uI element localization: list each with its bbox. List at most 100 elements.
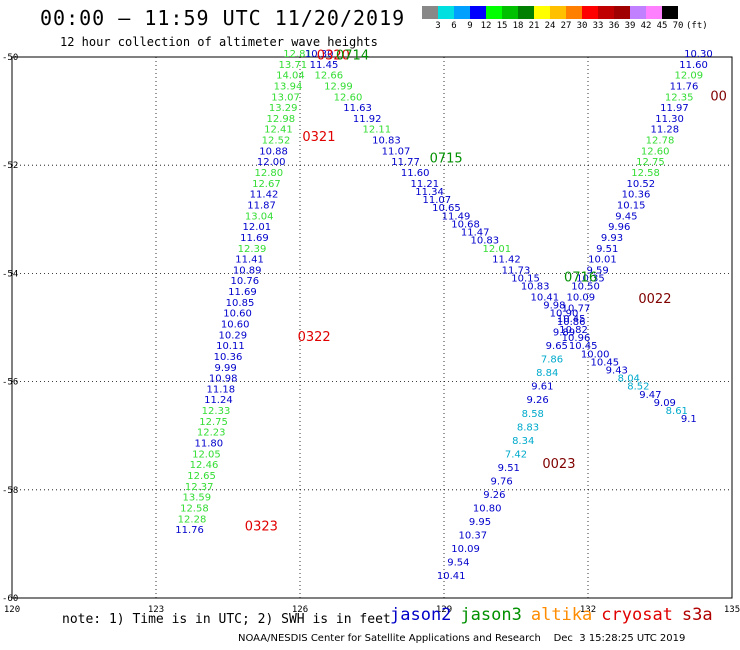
wave-height-value: 11.42	[250, 190, 279, 201]
x-tick-label: 129	[436, 605, 452, 615]
wave-height-value: 10.86	[557, 317, 586, 328]
legend-swatch	[486, 6, 502, 19]
wave-height-value: 10.00	[581, 349, 610, 360]
credit-footer: NOAA/NESDIS Center for Satellite Applica…	[238, 633, 686, 644]
wave-height-value: 11.24	[204, 395, 233, 406]
legend-tick-label: 3	[435, 21, 441, 31]
legend-swatch	[630, 6, 646, 19]
legend-swatch	[454, 6, 470, 19]
y-tick-label: -50	[2, 53, 18, 63]
map-frame	[11, 56, 733, 599]
wave-height-value: 8.04	[618, 374, 640, 385]
wave-height-value: 11.47	[461, 228, 490, 239]
wave-height-value: 10.83	[470, 236, 499, 247]
legend-swatch	[470, 6, 486, 19]
legend-tick-label: 18	[512, 21, 524, 31]
wave-height-value: 12.99	[324, 81, 353, 92]
wave-height-value: 7.42	[505, 449, 527, 460]
legend-swatch	[598, 6, 614, 19]
wave-height-value: 11.69	[228, 287, 257, 298]
legend-tick-label: (ft)	[686, 21, 708, 31]
wave-height-value: 12.35	[665, 92, 694, 103]
wave-height-value: 10.82	[559, 325, 588, 336]
wave-height-value: 10.37	[458, 530, 487, 541]
wave-height-value: 11.73	[502, 265, 531, 276]
y-tick-label: -60	[2, 594, 18, 604]
wave-height-value: 9.51	[596, 244, 618, 255]
wave-height-value: 13.59	[182, 493, 211, 504]
legend-tick-label: 6	[451, 21, 457, 31]
wave-height-value: 11.77	[391, 157, 420, 168]
wave-height-value: 13.71	[278, 60, 307, 71]
legend-swatch	[438, 6, 454, 19]
x-tick-label: 135	[724, 605, 740, 615]
y-tick-label: -58	[2, 486, 18, 496]
y-tick-label: -52	[2, 161, 18, 171]
wave-height-value: 11.30	[655, 114, 684, 125]
wave-height-value: 10.36	[622, 190, 651, 201]
pass-time-label: 0323	[245, 519, 278, 534]
wave-height-value: 9.54	[447, 558, 469, 569]
wave-height-value: 11.21	[410, 179, 439, 190]
pass-time-label: 0023	[542, 457, 575, 472]
wave-height-value: 9.43	[606, 365, 628, 376]
wave-height-value: 12.58	[631, 168, 660, 179]
wave-height-value: 11.34	[415, 187, 444, 198]
wave-height-value: 12.60	[641, 146, 670, 157]
wave-height-value: 10.45	[590, 357, 619, 368]
x-tick-label: 120	[4, 605, 20, 615]
legend-swatch	[534, 6, 550, 19]
wave-height-value: 10.29	[218, 330, 247, 341]
legend-tick-label: 24	[544, 21, 556, 31]
pass-time-label: 0320	[317, 49, 350, 64]
wave-height-value: 12.37	[185, 482, 214, 493]
wave-height-value: 11.92	[353, 114, 382, 125]
wave-height-value: 10.90	[550, 309, 579, 320]
wave-height-value: 10.41	[530, 292, 559, 303]
wave-height-value: 9.59	[586, 265, 608, 276]
wave-height-value: 12.46	[190, 460, 219, 471]
wave-height-value: 10.36	[214, 352, 243, 363]
wave-height-value: 10.65	[432, 203, 461, 214]
wave-height-value: 12.81	[283, 49, 312, 60]
wave-height-value: 9.09	[654, 398, 676, 409]
legend-swatch	[502, 6, 518, 19]
wave-height-color-legend	[422, 6, 678, 19]
wave-height-value: 12.60	[334, 92, 363, 103]
pass-time-label: 0714	[336, 49, 369, 64]
wave-height-value: 11.76	[175, 525, 204, 536]
wave-height-value: 10.35	[576, 274, 605, 285]
wave-height-value: 10.77	[562, 303, 591, 314]
wave-height-value: 12.00	[257, 157, 286, 168]
wave-height-value: 12.75	[199, 417, 228, 428]
wave-height-value: 8.61	[666, 406, 688, 417]
wave-height-value: 12.58	[180, 503, 209, 514]
wave-height-value: 9.96	[608, 222, 630, 233]
wave-height-value: 10.89	[233, 265, 262, 276]
legend-tick-label: 70	[672, 21, 684, 31]
wave-height-value: 11.60	[679, 60, 708, 71]
wave-height-value: 12.05	[192, 449, 221, 460]
legend-tick-label: 21	[528, 21, 540, 31]
wave-height-value: 12.28	[178, 514, 207, 525]
wave-height-value: 11.07	[422, 195, 451, 206]
x-tick-label: 123	[148, 605, 164, 615]
wave-height-value: 9.61	[531, 382, 553, 393]
map-subtitle: 12 hour collection of altimeter wave hei…	[60, 35, 378, 49]
legend-tick-label: 27	[560, 21, 572, 31]
wave-height-value: 10.30	[684, 49, 713, 60]
wave-height-value: 10.01	[588, 255, 617, 266]
wave-height-value: 10.60	[223, 309, 252, 320]
wave-height-value: 10.52	[626, 179, 655, 190]
wave-height-value: 10.15	[511, 274, 540, 285]
map-title: 00:00 – 11:59 UTC 11/20/2019	[40, 6, 406, 30]
wave-height-value: 8.84	[536, 368, 558, 379]
pass-time-label: 0322	[298, 330, 331, 345]
wave-height-value: 12.52	[262, 136, 291, 147]
legend-tick-label: 33	[592, 21, 604, 31]
wave-height-value: 11.18	[206, 384, 235, 395]
legend-swatch	[582, 6, 598, 19]
wave-height-value: 10.09	[451, 544, 480, 555]
wave-height-value: 7.86	[541, 355, 563, 366]
wave-height-value: 10.88	[259, 146, 288, 157]
